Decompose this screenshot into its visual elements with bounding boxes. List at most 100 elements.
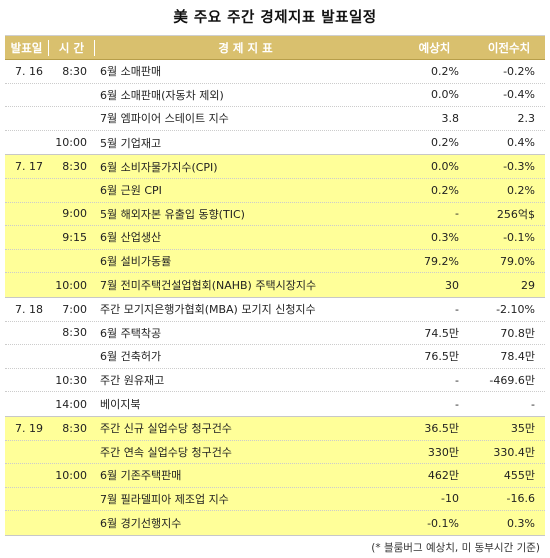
previous-cell: -2.10% [496, 302, 535, 316]
time-cell: 10:00 [55, 468, 87, 482]
indicator-cell: 6월 경기선행지수 [100, 517, 182, 531]
table-row: 8:30 6월 주택착공 74.5만 70.8만 [5, 322, 545, 346]
indicator-cell: 6월 근원 CPI [100, 184, 162, 198]
indicator-cell: 7월 필라델피아 제조업 지수 [100, 492, 229, 506]
indicator-cell: 6월 소매판매 [100, 65, 162, 79]
indicator-cell: 5월 기업재고 [100, 136, 162, 150]
expected-cell: 0.2% [431, 183, 459, 197]
indicator-cell: 7월 전미주택건설업협회(NAHB) 주택시장지수 [100, 279, 317, 293]
time-cell: 10:00 [55, 278, 87, 292]
indicator-cell: 6월 소비자물가지수(CPI) [100, 160, 218, 174]
expected-cell: 0.2% [431, 64, 459, 78]
expected-cell: 0.0% [431, 160, 459, 174]
expected-cell: 3.8 [441, 111, 460, 125]
table-row: 9:00 5월 해외자본 유출입 동향(TIC) - 256억$ [5, 203, 545, 227]
previous-cell: 256억$ [496, 207, 535, 221]
time-cell: 8:30 [62, 421, 87, 435]
date-group: 7. 18 7:00 주간 모기지은행가협회(MBA) 모기지 신청지수 - -2.10… [5, 297, 545, 417]
date-cell: 7. 17 [15, 160, 43, 174]
table-row: 7월 엠파이어 스테이트 지수 3.8 2.3 [5, 107, 545, 131]
date-group: 7. 17 8:30 6월 소비자물가지수(CPI) 0.0% -0.3% 6월 근원 C… [5, 155, 545, 298]
indicator-cell: 6월 산업생산 [100, 231, 162, 245]
table-row: 6월 경기선행지수 -0.1% 0.3% [5, 511, 545, 535]
previous-cell: -0.3% [503, 160, 535, 174]
table-row: 6월 설비가동률 79.2% 79.0% [5, 250, 545, 274]
table-row: 주간 연속 실업수당 청구건수 330만 330.4만 [5, 441, 545, 465]
previous-cell: 79.0% [500, 254, 535, 268]
time-cell: 9:15 [62, 230, 87, 244]
header-expected: 예상치 [418, 40, 451, 55]
header-indicator: 경 제 지 표 [218, 40, 273, 55]
table-row: 6월 소매판매(자동차 제외) 0.0% -0.4% [5, 84, 545, 108]
previous-cell: 0.2% [507, 183, 535, 197]
previous-cell: -0.1% [503, 230, 535, 244]
previous-cell: 70.8만 [500, 326, 535, 340]
expected-cell: 74.5만 [424, 326, 459, 340]
table-row: 14:00 베이지북 - - [5, 392, 545, 416]
indicator-cell: 주간 신규 실업수당 청구건수 [100, 422, 232, 436]
previous-cell: 35만 [510, 422, 535, 436]
previous-cell: 0.3% [507, 516, 535, 530]
previous-cell: 0.4% [507, 136, 535, 150]
time-cell: 9:00 [62, 207, 87, 221]
indicator-cell: 6월 기존주택판매 [100, 469, 182, 483]
indicator-cell: 베이지북 [100, 398, 141, 412]
table-row: 10:00 7월 전미주택건설업협회(NAHB) 주택시장지수 30 29 [5, 273, 545, 297]
expected-cell: -10 [441, 492, 459, 506]
expected-cell: 76.5만 [424, 350, 459, 364]
table-row: 10:30 주간 원유재고 - -469.6만 [5, 369, 545, 393]
previous-cell: -0.4% [503, 88, 535, 102]
time-cell: 10:00 [55, 136, 87, 150]
indicator-cell: 주간 모기지은행가협회(MBA) 모기지 신청지수 [100, 303, 316, 317]
previous-cell: -16.6 [506, 492, 535, 506]
previous-cell: 29 [521, 278, 535, 292]
date-cell: 7. 19 [15, 421, 43, 435]
time-cell: 8:30 [62, 160, 87, 174]
expected-cell: - [455, 302, 459, 316]
date-cell: 7. 18 [15, 302, 43, 316]
expected-cell: 330만 [427, 445, 459, 459]
expected-cell: 0.3% [431, 230, 459, 244]
indicator-cell: 6월 설비가동률 [100, 255, 172, 269]
expected-cell: 462만 [427, 469, 459, 483]
table-row: 7. 16 8:30 6월 소매판매 0.2% -0.2% [5, 60, 545, 84]
header-date: 발표일 [5, 39, 49, 56]
table-row: 6월 건축허가 76.5만 78.4만 [5, 345, 545, 369]
footnote: (* 블룸버그 예상치, 미 동부시간 기준) [371, 542, 540, 554]
indicator-cell: 5월 해외자본 유출입 동향(TIC) [100, 207, 245, 221]
previous-cell: 78.4만 [500, 350, 535, 364]
expected-cell: 36.5만 [424, 422, 459, 436]
table-body: 7. 16 8:30 6월 소매판매 0.2% -0.2% 6월 소매판매(자동차 제외)… [5, 60, 545, 536]
schedule-table: 발표일 시 간 경 제 지 표 예상치 이전수치 7. 16 8:30 6월 소매판… [5, 35, 545, 536]
expected-cell: 30 [445, 278, 459, 292]
expected-cell: - [455, 373, 459, 387]
table-row: 7. 19 8:30 주간 신규 실업수당 청구건수 36.5만 35만 [5, 417, 545, 441]
date-cell: 7. 16 [15, 64, 43, 78]
table-row: 7. 17 8:30 6월 소비자물가지수(CPI) 0.0% -0.3% [5, 155, 545, 179]
previous-cell: -0.2% [503, 64, 535, 78]
indicator-cell: 6월 건축허가 [100, 350, 162, 364]
table-header: 발표일 시 간 경 제 지 표 예상치 이전수치 [5, 36, 545, 60]
previous-cell: - [531, 397, 535, 411]
expected-cell: 0.2% [431, 136, 459, 150]
indicator-cell: 주간 연속 실업수당 청구건수 [100, 445, 232, 459]
time-cell: 14:00 [55, 397, 87, 411]
table-row: 10:00 5월 기업재고 0.2% 0.4% [5, 131, 545, 155]
time-cell: 10:30 [55, 373, 87, 387]
page-title: 美 주요 주간 경제지표 발표일정 [173, 10, 377, 26]
indicator-cell: 6월 소매판매(자동차 제외) [100, 88, 224, 102]
header-previous: 이전수치 [487, 40, 531, 55]
expected-cell: -0.1% [427, 516, 459, 530]
time-cell: 8:30 [62, 326, 87, 340]
previous-cell: 330.4만 [493, 445, 535, 459]
expected-cell: - [455, 207, 459, 221]
expected-cell: 79.2% [424, 254, 459, 268]
previous-cell: 2.3 [517, 111, 536, 125]
expected-cell: 0.0% [431, 88, 459, 102]
indicator-cell: 6월 주택착공 [100, 326, 162, 340]
header-time: 시 간 [49, 39, 95, 56]
time-cell: 8:30 [62, 64, 87, 78]
date-group: 7. 16 8:30 6월 소매판매 0.2% -0.2% 6월 소매판매(자동차 제외)… [5, 60, 545, 156]
previous-cell: -469.6만 [489, 374, 535, 388]
